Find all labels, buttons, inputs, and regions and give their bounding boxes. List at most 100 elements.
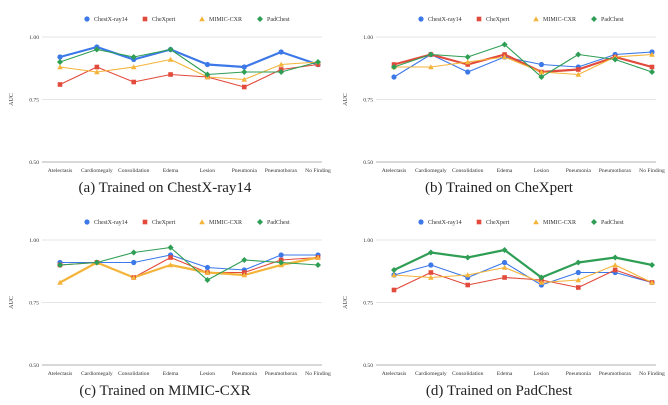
data-point xyxy=(278,252,284,258)
x-tick-label: Cardiomegaly xyxy=(415,168,447,174)
data-point xyxy=(93,259,100,266)
data-point xyxy=(464,272,471,278)
data-point xyxy=(168,255,173,260)
data-point xyxy=(241,64,247,70)
data-point xyxy=(57,82,63,87)
series-line xyxy=(59,58,319,81)
data-point xyxy=(57,262,63,268)
data-point xyxy=(464,54,471,60)
x-tick-label: Edema xyxy=(497,371,513,377)
legend-label: PadChest xyxy=(267,220,290,226)
data-point xyxy=(241,272,248,278)
y-tick-label: 1.00 xyxy=(363,238,373,244)
x-tick-label: Cardiomegaly xyxy=(81,371,113,377)
data-point xyxy=(204,61,211,68)
data-point xyxy=(57,59,63,65)
data-point xyxy=(575,269,581,276)
caption-text: (d) Trained on PadChest xyxy=(425,383,573,399)
data-point xyxy=(501,259,508,266)
data-point xyxy=(315,262,321,268)
data-point xyxy=(57,54,63,60)
caption-text: (c) Trained on MIMIC-CXR xyxy=(79,383,251,399)
data-point xyxy=(649,51,655,57)
x-tick-label: Pneumonia xyxy=(566,371,592,377)
x-tick-label: Edema xyxy=(163,371,179,377)
data-point xyxy=(428,64,434,70)
data-point xyxy=(130,274,137,280)
series-line xyxy=(393,248,653,279)
data-point xyxy=(391,287,397,293)
legend-label: PadChest xyxy=(601,220,624,226)
data-point xyxy=(131,79,137,85)
data-point xyxy=(391,272,397,278)
data-point xyxy=(278,259,285,266)
data-point xyxy=(204,71,211,78)
x-tick-label: Lesion xyxy=(534,371,549,377)
data-point xyxy=(649,69,655,75)
data-point xyxy=(241,69,248,75)
legend-marker-icon xyxy=(84,219,90,225)
legend-label: PadChest xyxy=(267,17,290,23)
data-point xyxy=(465,62,471,67)
y-tick-label: 0.75 xyxy=(363,98,373,104)
legend-label: CheXpert xyxy=(486,17,510,23)
legend-marker-icon xyxy=(418,16,424,22)
caption-text: (a) Trained on ChestX-ray14 xyxy=(78,180,252,196)
data-point xyxy=(465,282,471,288)
legend-marker-icon xyxy=(257,16,263,22)
x-tick-label: Consolidation xyxy=(452,168,484,174)
series-line xyxy=(60,254,318,271)
x-tick-label: Edema xyxy=(163,168,179,174)
y-tick-label: 0.50 xyxy=(29,160,39,166)
legend-marker-icon xyxy=(476,219,482,225)
data-point xyxy=(94,69,100,75)
x-tick-label: Pneumothorax xyxy=(265,371,298,377)
data-point xyxy=(464,59,471,65)
legend-marker-icon xyxy=(142,219,148,225)
data-point xyxy=(428,274,434,280)
data-point xyxy=(391,74,397,80)
data-point xyxy=(315,254,321,260)
legend-label: MIMIC-CXR xyxy=(543,17,576,23)
x-tick-label: Atelectasis xyxy=(48,371,73,377)
data-point xyxy=(501,41,508,48)
x-tick-label: Pneumothorax xyxy=(599,371,632,377)
series-line xyxy=(394,53,653,76)
x-tick-label: Cardiomegaly xyxy=(415,371,447,377)
data-point xyxy=(501,54,508,60)
legend-marker-icon xyxy=(476,16,482,22)
legend-label: CheXpert xyxy=(152,220,176,226)
legend-marker-icon xyxy=(533,16,539,22)
legend-marker-icon xyxy=(533,219,539,225)
x-tick-label: Pneumothorax xyxy=(265,168,298,174)
data-point xyxy=(278,69,285,75)
data-point xyxy=(204,264,211,271)
data-point xyxy=(241,257,248,263)
data-point xyxy=(538,274,545,281)
x-tick-label: Lesion xyxy=(200,371,215,377)
y-axis-label: AUC xyxy=(343,296,349,309)
legend-label: ChestX-ray14 xyxy=(94,17,128,23)
chart-svg: ChestX-ray14 CheXpert MIMIC-CXR PadChest 0.5… xyxy=(9,219,331,377)
chart-svg: ChestX-ray14 CheXpert MIMIC-CXR PadChest 0.5… xyxy=(343,219,665,377)
y-tick-label: 0.50 xyxy=(363,160,373,166)
y-tick-label: 0.75 xyxy=(363,301,373,307)
chart-caption: (a) Trained on ChestX-ray14 xyxy=(0,180,330,197)
x-tick-label: No Finding xyxy=(305,371,331,377)
data-point xyxy=(428,270,434,275)
x-tick-label: No Finding xyxy=(639,168,665,174)
data-point xyxy=(278,49,284,55)
data-point xyxy=(278,61,284,67)
series-line xyxy=(59,246,319,281)
x-tick-label: Pneumonia xyxy=(566,168,592,174)
y-axis-label: AUC xyxy=(9,93,15,106)
series-line xyxy=(393,269,653,291)
legend-label: ChestX-ray14 xyxy=(428,17,462,23)
data-point xyxy=(130,54,137,60)
data-point xyxy=(391,267,397,273)
x-tick-label: No Finding xyxy=(639,371,665,377)
x-tick-label: Pneumonia xyxy=(232,168,258,174)
legend-label: CheXpert xyxy=(152,17,176,23)
data-point xyxy=(501,264,508,270)
data-point xyxy=(315,59,321,65)
